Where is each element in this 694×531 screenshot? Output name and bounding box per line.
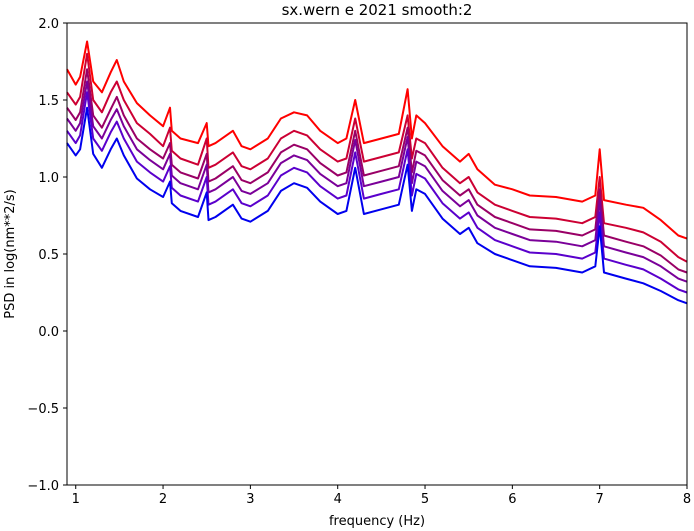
series-line-2	[66, 52, 688, 263]
x-tick-label: 1	[72, 492, 80, 507]
chart-title: sx.wern e 2021 smooth:2	[282, 1, 473, 19]
y-tick-label: −0.5	[27, 402, 59, 417]
x-tick-label: 8	[683, 492, 691, 507]
y-tick-label: 1.0	[38, 171, 59, 186]
x-tick-label: 3	[246, 492, 254, 507]
series-line-5	[66, 91, 688, 294]
x-tick-label: 2	[159, 492, 167, 507]
series-line-4	[66, 80, 688, 283]
x-tick-label: 7	[596, 492, 604, 507]
y-tick-label: −1.0	[27, 479, 59, 494]
y-tick-label: 1.5	[38, 94, 59, 109]
y-axis-ticks: −1.0 −0.5 0.0 0.5 1.0 1.5 2.0	[27, 17, 67, 494]
series-layer	[66, 40, 688, 305]
series-line-3	[66, 68, 688, 274]
y-tick-label: 2.0	[38, 17, 59, 32]
x-tick-label: 4	[334, 492, 342, 507]
x-tick-label: 6	[508, 492, 516, 507]
y-axis-label: PSD in log(nm**2/s)	[3, 189, 18, 319]
y-tick-label: 0.5	[38, 248, 59, 263]
series-line-1	[66, 40, 688, 240]
x-axis-ticks: 1 2 3 4 5 6 7 8	[72, 485, 691, 507]
y-tick-label: 0.0	[38, 325, 59, 340]
series-line-6	[66, 106, 688, 305]
x-tick-label: 5	[421, 492, 429, 507]
x-axis-label: frequency (Hz)	[329, 514, 425, 529]
